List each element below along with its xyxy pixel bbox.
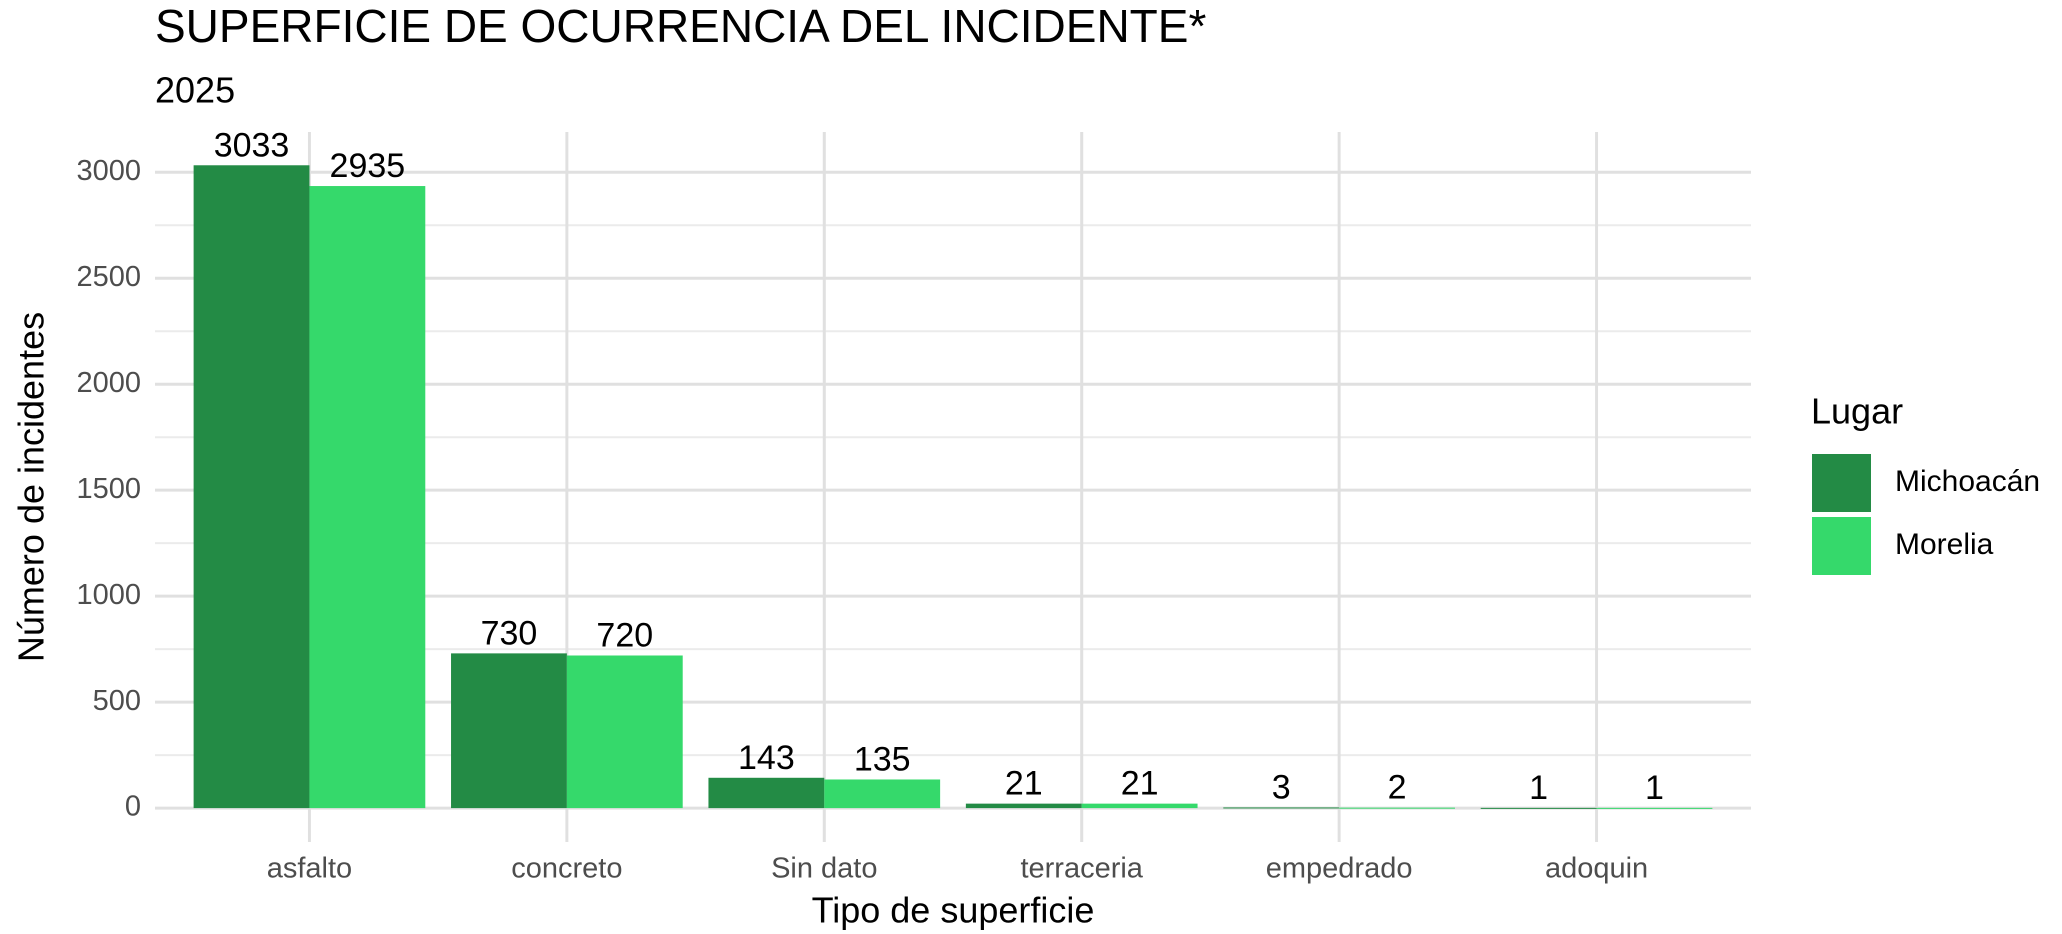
- data-label: 143: [738, 739, 795, 777]
- data-label: 2935: [330, 147, 406, 185]
- y-axis-title: Número de incidentes: [11, 312, 52, 662]
- x-tick-label: adoquin: [1545, 853, 1648, 885]
- chart-subtitle: 2025: [155, 70, 235, 111]
- data-label: 3033: [214, 126, 290, 164]
- x-tick-label: terraceria: [1020, 853, 1143, 885]
- data-label: 2: [1388, 769, 1407, 807]
- data-label: 21: [1005, 765, 1043, 803]
- y-tick-label: 3000: [76, 155, 141, 187]
- x-tick-label: concreto: [511, 853, 622, 885]
- x-axis-title: Tipo de superficie: [812, 890, 1095, 931]
- legend-title: Lugar: [1811, 391, 1903, 432]
- y-tick-label: 500: [93, 685, 141, 717]
- bar: [1596, 807, 1713, 809]
- bar: [1480, 807, 1597, 809]
- data-label: 1: [1645, 769, 1664, 807]
- x-tick-label: Sin dato: [771, 853, 877, 885]
- bar: [1339, 807, 1455, 809]
- bar: [1081, 803, 1198, 809]
- bar: [708, 777, 825, 809]
- bar: [309, 186, 426, 809]
- y-tick-label: 0: [125, 791, 141, 823]
- bar: [965, 803, 1082, 809]
- data-label: 21: [1121, 765, 1159, 803]
- data-label: 730: [481, 614, 538, 652]
- bar: [566, 655, 683, 809]
- data-label: 135: [854, 740, 911, 778]
- data-label: 720: [596, 616, 653, 654]
- data-label: 3: [1272, 768, 1291, 806]
- bar: [1223, 807, 1340, 809]
- y-tick-label: 1000: [76, 579, 141, 611]
- bar: [451, 653, 567, 809]
- y-tick-label: 1500: [76, 473, 141, 505]
- data-label: 1: [1529, 769, 1548, 807]
- y-tick-label: 2500: [76, 261, 141, 293]
- bar: [193, 165, 310, 809]
- legend-key: [1812, 454, 1871, 512]
- x-tick-label: asfalto: [267, 853, 352, 885]
- chart-title: SUPERFICIE DE OCURRENCIA DEL INCIDENTE*: [155, 0, 1206, 52]
- bar: [824, 779, 941, 809]
- y-tick-label: 2000: [76, 367, 141, 399]
- legend-label: Michoacán: [1895, 465, 2040, 498]
- x-tick-label: empedrado: [1266, 853, 1413, 885]
- legend-key: [1812, 517, 1871, 575]
- legend-label: Morelia: [1895, 528, 1994, 561]
